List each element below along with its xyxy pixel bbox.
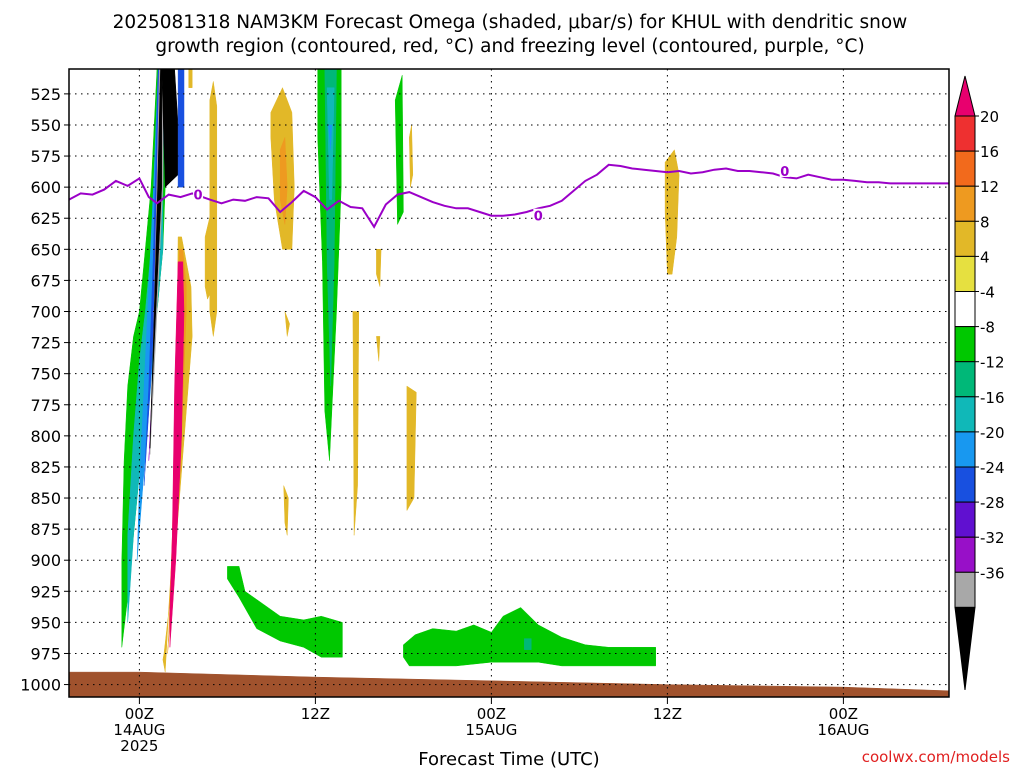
chart-title-line2: growth region (contoured, red, °C) and f… — [155, 36, 864, 57]
colorbar-segment — [954, 396, 976, 433]
colorbar-label: 12 — [980, 178, 999, 196]
omega-region-22 — [328, 124, 333, 150]
plot-inner: 0 0 0 — [69, 69, 949, 697]
colorbar-label: 4 — [980, 248, 990, 266]
plot-background — [69, 69, 949, 697]
y-tick-label: 675 — [30, 271, 61, 290]
x-tick-label: 14AUG — [113, 721, 165, 739]
colorbar-segment — [954, 220, 976, 257]
omega-region-33 — [69, 671, 949, 697]
colorbar: 20 16 12 8 4 -4 -8 -12 -16 -20 -24 -28 -32 -36 — [954, 75, 1005, 691]
y-tick-label: 600 — [30, 178, 61, 197]
x-axis-label: Forecast Time (UTC) — [418, 749, 599, 768]
x-tick-label: 12Z — [301, 705, 330, 723]
colorbar-segment — [954, 536, 976, 573]
omega-region-32 — [664, 149, 680, 275]
freezing-level-label-bg — [193, 187, 204, 201]
x-tick-label: 2025 — [120, 737, 158, 755]
x-tick-label: 00Z — [829, 705, 858, 723]
y-tick-label: 950 — [30, 613, 61, 632]
colorbar-segment — [954, 255, 976, 292]
x-tick-label: 00Z — [477, 705, 506, 723]
y-tick-label: 525 — [30, 85, 61, 104]
y-tick-label: 550 — [30, 116, 61, 135]
colorbar-segment — [954, 291, 976, 328]
freezing-level-label-bg — [533, 208, 544, 222]
omega-region-28 — [406, 385, 417, 512]
omega-region-9 — [188, 69, 193, 88]
y-tick-label: 975 — [30, 644, 61, 663]
plot-area: 0 0 0 — [68, 68, 950, 698]
omega-region-27 — [376, 336, 381, 362]
colorbar-label: -4 — [980, 284, 995, 302]
omega-region-31 — [524, 638, 532, 650]
colorbar-segment — [954, 466, 976, 503]
colorbar-segment — [954, 326, 976, 363]
colorbar-label: 20 — [980, 108, 999, 126]
colorbar-label: -8 — [980, 319, 995, 337]
colorbar-arrow-top — [954, 75, 976, 117]
y-tick-label: 725 — [30, 334, 61, 353]
y-tick-label: 925 — [30, 582, 61, 601]
colorbar-label: 8 — [980, 213, 990, 231]
freezing-level-label: 0 — [194, 189, 203, 204]
credit-text: coolwx.com/models — [862, 748, 1010, 766]
freezing-level-label: 0 — [534, 210, 543, 225]
colorbar-label: -36 — [980, 564, 1005, 582]
y-tick-label: 800 — [30, 427, 61, 446]
colorbar-label: -20 — [980, 424, 1005, 442]
omega-region-6 — [149, 69, 162, 449]
omega-region-30 — [403, 607, 656, 667]
freezing-level-label: 0 — [780, 165, 789, 180]
y-tick-label: 575 — [30, 147, 61, 166]
omega-region-17 — [284, 311, 290, 337]
omega-region-24 — [394, 75, 404, 225]
x-tick-label: 12Z — [653, 705, 682, 723]
colorbar-segment — [954, 431, 976, 468]
x-tick-label: 16AUG — [817, 721, 869, 739]
y-axis: 525 550 575 600 625 650 675 700 725 750 775 800 825 8… — [20, 85, 69, 695]
colorbar-label: -32 — [980, 529, 1005, 547]
omega-region-20 — [324, 69, 337, 387]
colorbar-segment — [954, 115, 976, 152]
y-tick-label: 775 — [30, 396, 61, 415]
y-tick-label: 650 — [30, 240, 61, 259]
colorbar-segment — [954, 185, 976, 222]
colorbar-segment — [954, 150, 976, 187]
y-tick-label: 625 — [30, 209, 61, 228]
y-tick-label: 750 — [30, 365, 61, 384]
omega-region-26 — [376, 249, 382, 287]
omega-region-14 — [204, 211, 214, 300]
y-tick-label: 850 — [30, 489, 61, 508]
omega-region-23 — [352, 311, 360, 536]
x-tick-label: 15AUG — [465, 721, 517, 739]
colorbar-segment — [954, 361, 976, 398]
omega-region-12 — [169, 261, 185, 648]
y-tick-label: 825 — [30, 458, 61, 477]
omega-region-29 — [227, 566, 343, 658]
freezing-level-line — [69, 163, 949, 229]
omega-region-8 — [177, 69, 185, 188]
colorbar-label: 16 — [980, 143, 999, 161]
colorbar-label: -12 — [980, 354, 1005, 372]
plot-frame — [68, 68, 950, 698]
colorbar-label: -16 — [980, 389, 1005, 407]
colorbar-label: -28 — [980, 494, 1005, 512]
colorbar-segment — [954, 501, 976, 538]
y-tick-label: 700 — [30, 302, 61, 321]
chart-title-line1: 2025081318 NAM3KM Forecast Omega (shaded… — [113, 12, 908, 33]
colorbar-arrow-bottom — [954, 606, 976, 691]
colorbar-label: -24 — [980, 459, 1005, 477]
y-tick-label: 1000 — [20, 676, 61, 695]
freezing-level-label-bg — [779, 163, 790, 177]
x-tick-label: 00Z — [125, 705, 154, 723]
colorbar-segment — [954, 571, 976, 608]
omega-region-18 — [283, 485, 289, 536]
y-tick-label: 875 — [30, 520, 61, 539]
omega-region-13 — [209, 81, 218, 337]
y-tick-label: 900 — [30, 551, 61, 570]
